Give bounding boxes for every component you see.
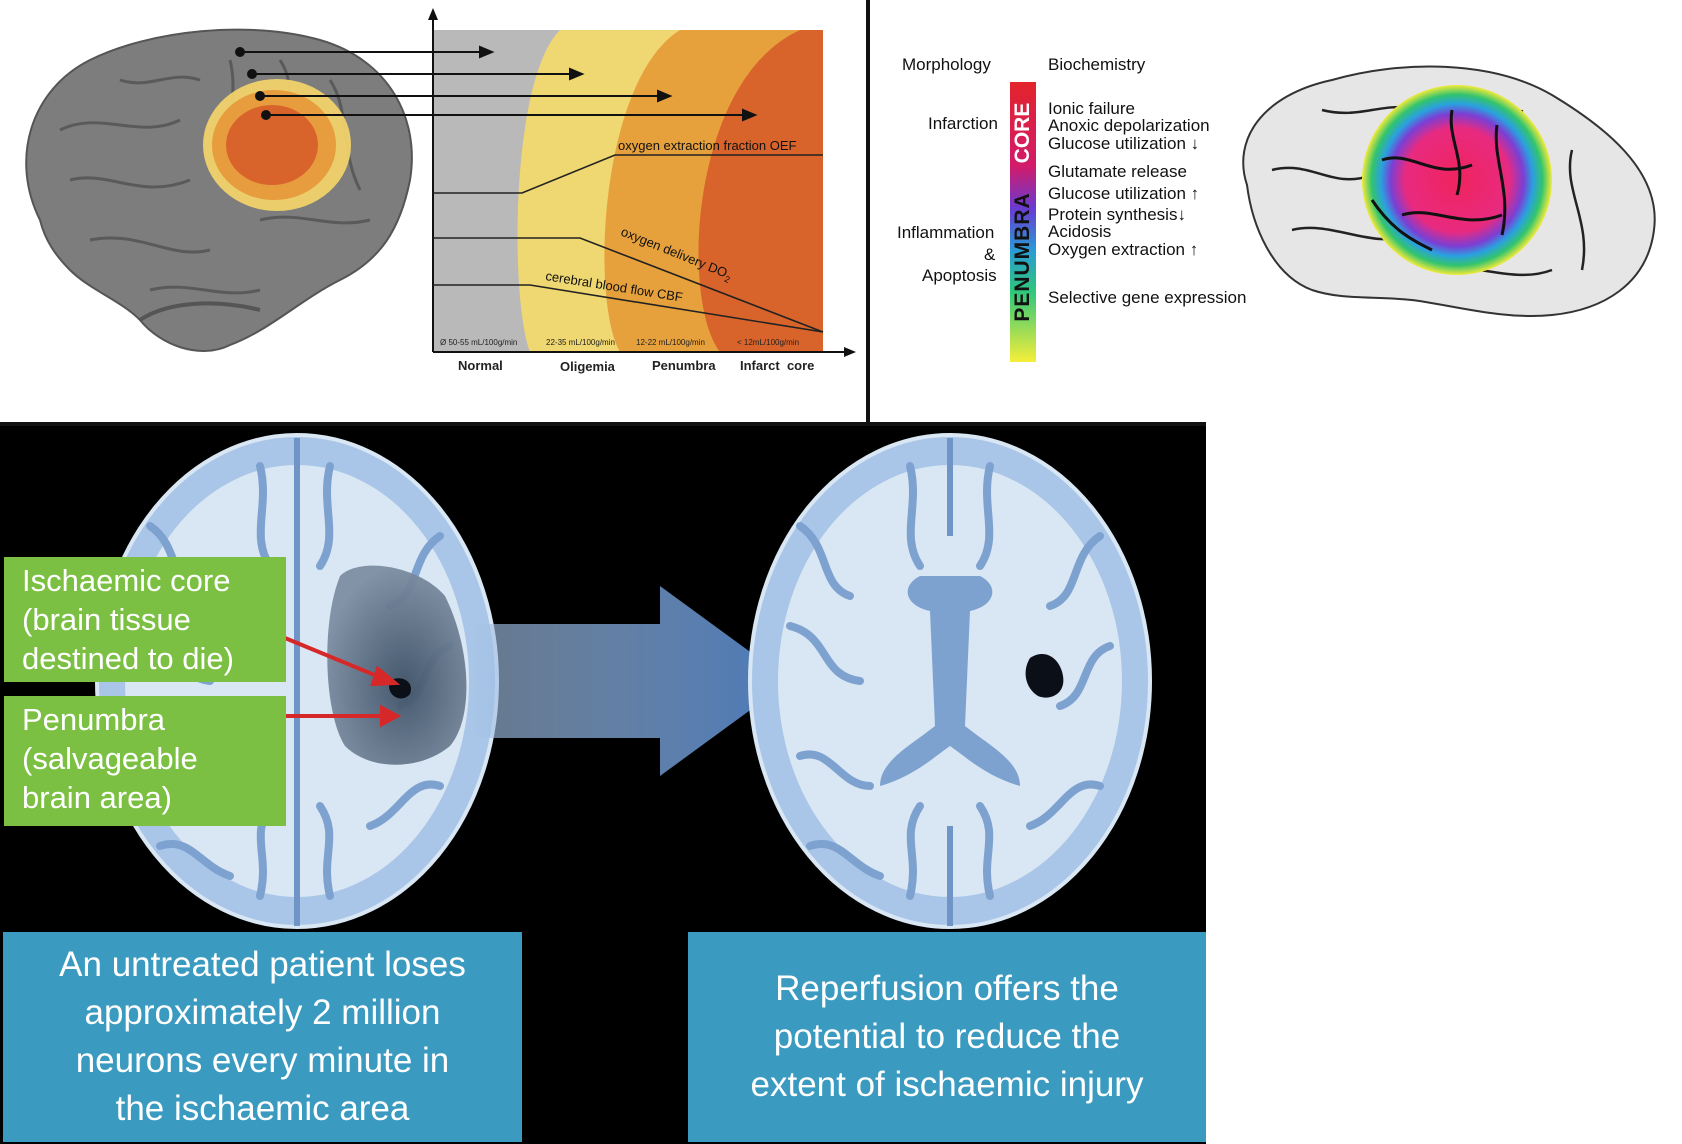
zone-label-penumbra: Penumbra — [652, 358, 716, 373]
penumbra-line-1: Penumbra — [22, 702, 166, 737]
caption-reperfusion: Reperfusion offers the potential to redu… — [688, 932, 1206, 1142]
panel-c-reperfusion: Ischaemic core (brain tissue destined to… — [0, 426, 1206, 1144]
red-pointer-arrows — [284, 636, 402, 728]
range-core: < 12mL/100g/min — [737, 338, 799, 347]
morph-inflammation: Inflammation — [897, 223, 995, 242]
caption-right-line-1: Reperfusion offers the — [775, 969, 1119, 1008]
core-line-2: (brain tissue — [22, 602, 191, 637]
curves — [433, 154, 824, 333]
vertical-divider — [866, 0, 870, 424]
core-lesion-right — [1025, 654, 1064, 698]
biochem-glucose-down: Glucose utilization ↓ — [1048, 134, 1200, 153]
bar-penumbra-label: PENUMBRA — [1011, 192, 1034, 322]
biochem-oxygen-extraction: Oxygen extraction ↑ — [1048, 240, 1199, 259]
biochem-anoxic-depolarization: Anoxic depolarization — [1048, 116, 1210, 135]
perfusion-zones — [433, 30, 823, 352]
penumbra-core-bar — [1010, 82, 1036, 362]
header-biochemistry: Biochemistry — [1048, 55, 1146, 74]
caption-left-line-4: the ischaemic area — [115, 1089, 410, 1128]
caption-left-line-3: neurons every minute in — [75, 1041, 450, 1080]
biochem-ionic-failure: Ionic failure — [1048, 99, 1135, 118]
caption-untreated: An untreated patient loses approximately… — [3, 932, 522, 1142]
range-normal: Ø 50-55 mL/100g/min — [440, 338, 517, 347]
range-penumbra: 12-22 mL/100g/min — [636, 338, 705, 347]
cbf-curve — [433, 284, 824, 333]
caption-right-line-3: extent of ischaemic injury — [750, 1065, 1144, 1104]
region-arrows — [235, 45, 758, 122]
caption-right-line-2: potential to reduce the — [773, 1017, 1121, 1056]
horizontal-divider — [0, 422, 1206, 426]
do2-curve — [433, 237, 824, 333]
core-line-1: Ischaemic core — [22, 563, 231, 598]
core-line-3: destined to die) — [22, 641, 234, 676]
zone-label-normal: Normal — [458, 358, 503, 373]
caption-left-line-2: approximately 2 million — [84, 993, 441, 1032]
biochem-gene-expression: Selective gene expression — [1048, 288, 1247, 307]
panel-a-perfusion-chart: oxygen extraction fraction OEF oxygen de… — [0, 0, 868, 424]
label-ischaemic-core: Ischaemic core (brain tissue destined to… — [4, 557, 286, 682]
panel-b-svg — [1010, 65, 1656, 362]
penumbra-line-3: brain area) — [22, 780, 172, 815]
axial-brain-reperfused — [748, 433, 1152, 929]
morph-infarction: Infarction — [928, 114, 998, 133]
biochem-glucose-up: Glucose utilization ↑ — [1048, 184, 1200, 203]
oef-label: oxygen extraction fraction OEF — [618, 138, 797, 153]
bar-labels: CORE PENUMBRA — [1010, 82, 1036, 362]
panel-b-penumbra-concept: Morphology Biochemistry Infarction Infla… — [872, 0, 1682, 424]
lateral-brain-illustration — [25, 28, 413, 352]
caption-left-line-1: An untreated patient loses — [59, 945, 466, 984]
zone-label-infarct-core: Infarct core — [740, 358, 814, 373]
morph-apoptosis: Apoptosis — [922, 266, 997, 285]
morph-amp: & — [984, 245, 996, 264]
zone-label-oligemia: Oligemia — [560, 359, 616, 374]
penumbra-line-2: (salvageable — [22, 741, 198, 776]
range-oligemia: 22-35 mL/100g/min — [546, 338, 615, 347]
biochem-protein-synthesis: Protein synthesis↓ — [1048, 205, 1186, 224]
stippled-brain-illustration — [1242, 65, 1656, 317]
biochem-acidosis: Acidosis — [1048, 222, 1112, 241]
biochem-glutamate-release: Glutamate release — [1048, 162, 1187, 181]
header-morphology: Morphology — [902, 55, 991, 74]
oef-curve — [433, 154, 823, 194]
label-penumbra: Penumbra (salvageable brain area) — [4, 696, 286, 826]
zone-normal — [433, 30, 560, 352]
transition-arrow — [470, 586, 790, 776]
panel-a-svg: oxygen extraction fraction OEF oxygen de… — [25, 8, 856, 374]
